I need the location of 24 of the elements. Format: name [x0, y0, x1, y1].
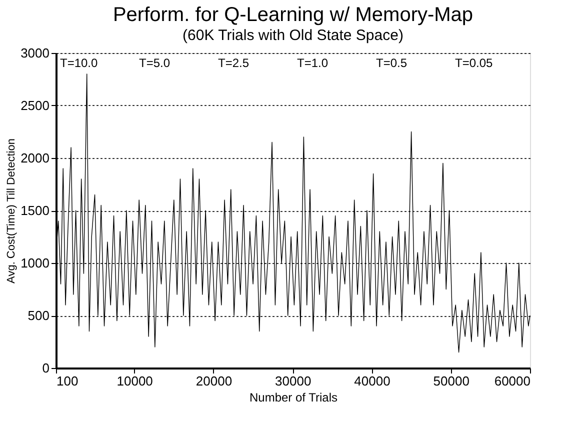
x-tick-label: 40000 — [354, 374, 390, 388]
x-tick-label: 30000 — [275, 374, 312, 388]
x-axis-title: Number of Trials — [249, 390, 338, 404]
y-tick-label: 0 — [42, 360, 50, 376]
y-tick-label: 1000 — [20, 256, 50, 270]
annotation: T=5.0 — [139, 56, 170, 70]
annotation: T=10.0 — [60, 56, 98, 70]
y-tick-label: 1500 — [20, 203, 50, 218]
x-tick-label: 50000 — [433, 374, 470, 388]
chart-title: Perform. for Q-Learning w/ Memory-Map — [112, 4, 474, 26]
x-tick-label: 10000 — [116, 374, 153, 388]
annotation: T=2.5 — [218, 56, 250, 70]
annotation: T=1.0 — [297, 56, 328, 70]
y-tick-label: 500 — [28, 308, 50, 323]
annotation: T=0.5 — [376, 56, 408, 70]
y-tick-label: 2500 — [20, 98, 50, 113]
y-tick-label: 3000 — [20, 46, 50, 60]
x-tick-label: 60000 — [494, 374, 530, 388]
chart-subtitle: (60K Trials with Old State Space) — [182, 27, 404, 44]
x-tick-label: 100 — [56, 374, 78, 388]
x-tick-label: 20000 — [196, 374, 232, 388]
annotation: T=0.05 — [455, 56, 494, 70]
y-axis-title: Avg. Cost(Time) Till Detection — [6, 138, 18, 284]
y-tick-label: 2000 — [20, 150, 50, 166]
